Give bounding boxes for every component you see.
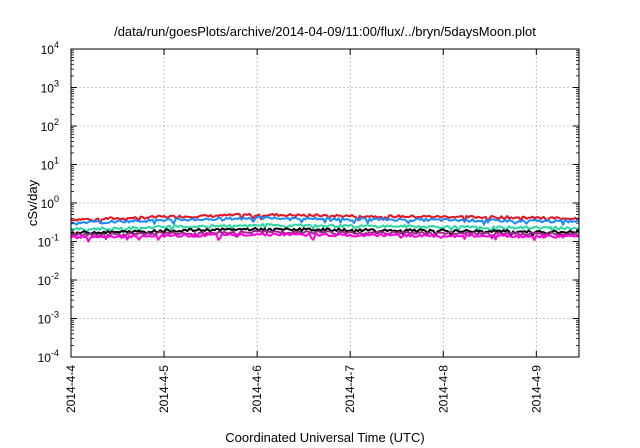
y-axis: 10-4 10-3 10-2 10-1 100 101 102 103 104: [38, 40, 579, 365]
series-line-1: [70, 212, 580, 224]
y-tick-label: 100: [41, 194, 59, 211]
x-tick-label: 2014-4-9: [529, 365, 543, 413]
y-tick-label: 10-1: [38, 233, 59, 250]
chart-title: /data/run/goesPlots/archive/2014-04-09/1…: [114, 24, 536, 39]
x-tick-label: 2014-4-7: [343, 365, 357, 413]
series-line-6: [70, 232, 580, 243]
y-tick-label: 102: [41, 117, 59, 134]
x-tick-label: 2014-4-4: [64, 365, 78, 413]
y-tick-label: 10-3: [38, 310, 59, 327]
y-tick-label: 103: [41, 79, 59, 96]
x-tick-label: 2014-4-8: [436, 365, 450, 413]
series-line-4: [70, 226, 580, 237]
y-tick-label: 10-2: [38, 271, 59, 288]
y-axis-label: cSv/day: [25, 179, 40, 226]
y-tick-label: 10-4: [38, 348, 59, 365]
series-line-3: [70, 222, 580, 235]
x-tick-label: 2014-4-5: [157, 365, 171, 413]
x-tick-label: 2014-4-6: [250, 365, 264, 413]
x-axis-label: Coordinated Universal Time (UTC): [225, 430, 424, 445]
series-line-5: [70, 229, 580, 241]
series-line-2: [70, 215, 580, 226]
y-tick-label: 101: [41, 156, 59, 173]
grid: [71, 49, 579, 357]
series-group: [70, 212, 580, 243]
y-tick-label: 104: [41, 40, 59, 57]
x-axis: 2014-4-4 2014-4-5 2014-4-6 2014-4-7 2014-4-8…: [64, 49, 543, 413]
